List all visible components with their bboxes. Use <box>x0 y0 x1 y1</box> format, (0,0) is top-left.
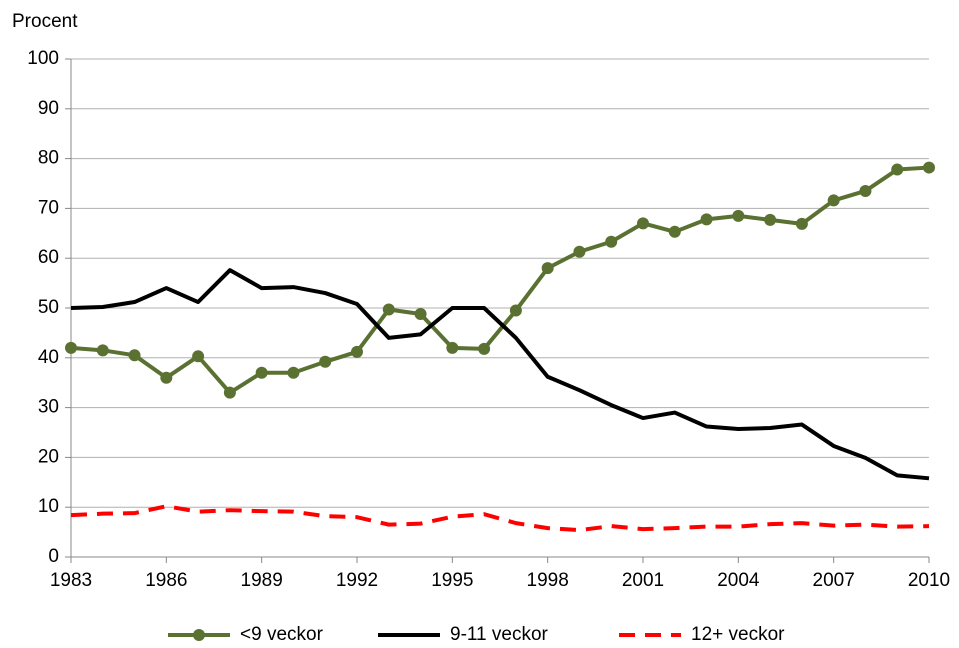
data-point <box>891 163 904 176</box>
data-point <box>795 217 808 230</box>
series-line <box>70 504 930 533</box>
series-line <box>70 165 930 395</box>
data-point <box>319 355 332 368</box>
data-point <box>732 209 745 222</box>
data-point <box>160 371 173 384</box>
x-tick-label: 1992 <box>336 570 378 591</box>
data-point <box>605 235 618 248</box>
data-point <box>287 366 300 379</box>
data-point <box>446 341 459 354</box>
data-point <box>668 225 681 238</box>
data-point <box>128 349 141 362</box>
x-tick-label: 1998 <box>527 570 569 591</box>
y-tick-label: 90 <box>38 98 59 119</box>
data-point <box>414 307 427 320</box>
x-tick-label: 2010 <box>908 570 950 591</box>
data-point <box>65 341 77 354</box>
data-point <box>700 213 713 226</box>
data-point <box>827 194 840 207</box>
data-point <box>764 213 777 226</box>
data-point <box>223 386 236 399</box>
data-point <box>382 303 395 316</box>
series-line <box>70 268 930 481</box>
y-axis-label: Procent <box>12 11 78 32</box>
x-tick-label: 2004 <box>717 570 760 591</box>
x-tick-label: 1989 <box>241 570 283 591</box>
data-point <box>859 184 872 197</box>
x-tick-label: 1986 <box>145 570 187 591</box>
data-point <box>923 161 935 174</box>
x-tick-label: 2001 <box>622 570 664 591</box>
x-tick-label: 2007 <box>813 570 855 591</box>
x-tick-label: 1983 <box>50 570 92 591</box>
y-tick-label: 20 <box>38 446 59 467</box>
data-point <box>573 245 586 258</box>
data-point <box>637 217 649 230</box>
y-tick-label: 100 <box>27 48 59 69</box>
data-point <box>541 262 554 275</box>
data-point <box>192 350 205 363</box>
data-point <box>478 342 491 355</box>
y-tick-label: 0 <box>48 546 59 567</box>
y-tick-label: 70 <box>38 197 59 218</box>
y-tick-label: 50 <box>38 297 59 318</box>
legend-label: 12+ veckor <box>691 624 785 645</box>
legend-marker <box>193 629 205 641</box>
y-tick-label: 40 <box>38 347 59 368</box>
data-point <box>351 345 363 358</box>
y-tick-label: 30 <box>38 397 59 418</box>
legend-label: <9 veckor <box>240 624 324 645</box>
legend-label: 9-11 veckor <box>450 624 549 645</box>
x-tick-label: 1995 <box>431 570 473 591</box>
y-tick-label: 10 <box>38 496 59 517</box>
data-point <box>509 304 522 317</box>
data-point <box>96 344 109 357</box>
data-point <box>255 366 268 379</box>
y-tick-label: 60 <box>38 247 59 268</box>
y-tick-label: 80 <box>38 148 59 169</box>
